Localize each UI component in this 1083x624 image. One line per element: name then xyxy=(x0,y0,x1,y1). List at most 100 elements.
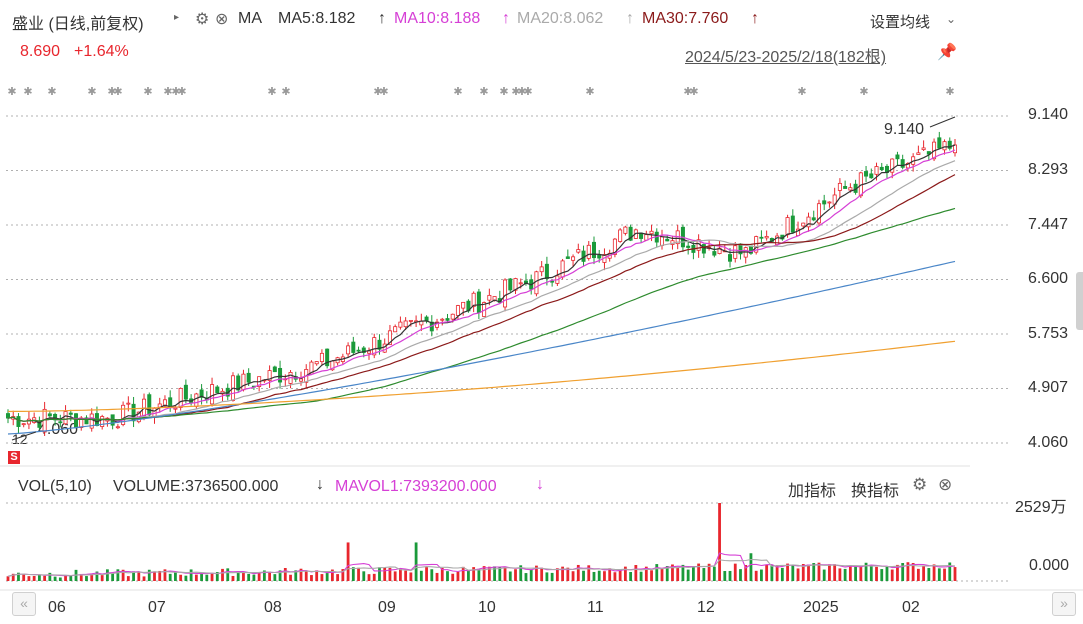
volume-bar xyxy=(613,572,617,581)
volume-bar xyxy=(100,575,104,581)
candle-body xyxy=(827,201,832,204)
volume-bar xyxy=(351,567,355,581)
volume-bar xyxy=(168,573,172,581)
candle-body xyxy=(162,399,167,407)
volume-bar xyxy=(775,565,779,581)
time-axis-label: 12 xyxy=(697,599,715,616)
candle-body xyxy=(811,217,816,221)
scroll-left-button[interactable]: « xyxy=(12,592,36,616)
volume-bar xyxy=(822,569,826,581)
volume-bar xyxy=(597,570,601,581)
volume-bar xyxy=(760,569,763,581)
volume-bar xyxy=(901,563,905,581)
event-marker-icon: ✱ xyxy=(453,85,462,98)
volume-bar xyxy=(854,565,857,581)
ma10-arrow: ↑ xyxy=(502,10,510,27)
event-marker-icon: ✱ xyxy=(479,85,488,98)
volume-bar xyxy=(179,574,183,581)
volume-bar xyxy=(163,569,167,581)
candle-body xyxy=(926,151,931,155)
candle-body xyxy=(947,140,952,149)
date-range[interactable]: 2024/5/23-2025/2/18(182根) xyxy=(685,49,887,66)
candle-body xyxy=(440,318,445,321)
candle-body xyxy=(325,348,330,367)
volume-bar xyxy=(372,573,376,581)
candle-body xyxy=(346,345,351,355)
volume-bar xyxy=(587,565,591,581)
price-axis-label: 4.907 xyxy=(1028,379,1069,396)
volume-bar xyxy=(566,567,570,581)
price-axis-label: 7.447 xyxy=(1028,216,1069,233)
volume-bar xyxy=(922,565,926,581)
volume-bar xyxy=(231,575,235,581)
close-icon[interactable]: ⊗ xyxy=(938,475,953,494)
ma-settings-button[interactable]: 设置均线 xyxy=(870,14,931,31)
candle-body xyxy=(843,186,848,189)
volume-bar xyxy=(472,567,476,581)
volume-bar xyxy=(137,571,141,581)
volume-bar xyxy=(147,569,151,581)
scroll-right-button[interactable]: » xyxy=(1052,592,1076,616)
candle-body xyxy=(560,260,565,278)
side-panel-handle[interactable] xyxy=(1076,272,1083,330)
price-axis-label: 9.140 xyxy=(1028,106,1069,123)
expand-triangle-icon[interactable]: ▸ xyxy=(174,12,180,23)
volume-bar xyxy=(289,574,292,581)
candle-body xyxy=(790,215,795,233)
candle-body xyxy=(864,171,869,177)
volume-bar xyxy=(875,566,878,581)
candle-body xyxy=(665,238,670,242)
event-marker-icon: ✱ xyxy=(87,85,96,98)
ma5-arrow: ↑ xyxy=(378,10,386,27)
volume-bar xyxy=(184,575,188,581)
time-scroll-track[interactable] xyxy=(40,593,1050,623)
add-indicator-button[interactable]: 加指标 xyxy=(788,483,837,500)
volume-bar xyxy=(623,566,627,581)
volume-bar xyxy=(953,567,957,581)
volume-bar xyxy=(419,570,423,581)
volume-bar xyxy=(388,567,392,581)
candle-body xyxy=(403,320,408,328)
volume-bar xyxy=(911,563,915,581)
vol-label: VOL(5,10) xyxy=(18,478,92,495)
volume-bar xyxy=(451,573,455,581)
volume-bar xyxy=(106,569,109,581)
candle-body xyxy=(455,305,460,316)
volume-bar xyxy=(43,575,47,581)
candle-body xyxy=(628,226,633,241)
candle-body xyxy=(89,413,94,429)
volume-bar xyxy=(153,571,156,581)
candle-body xyxy=(367,350,372,354)
ma30-value: MA30:7.760 xyxy=(642,10,729,27)
chevron-down-icon[interactable]: ⌄ xyxy=(946,12,957,26)
volume-bar xyxy=(770,564,774,581)
candle-body xyxy=(84,417,89,425)
gear-icon[interactable]: ⚙ xyxy=(912,475,928,494)
volume-bar xyxy=(603,571,606,581)
mavol-arrow: ↓ xyxy=(536,476,544,493)
sell-badge[interactable]: S xyxy=(8,451,20,464)
volume-bar xyxy=(812,563,816,581)
candle-body xyxy=(450,313,455,320)
switch-indicator-button[interactable]: 换指标 xyxy=(851,483,900,500)
volume-bar xyxy=(320,574,324,581)
candle-body xyxy=(382,343,387,353)
candle-body xyxy=(895,154,900,160)
volume-bar xyxy=(833,564,837,581)
volume-bar xyxy=(660,568,664,581)
stock-title[interactable]: 盛业 (日线,前复权) xyxy=(12,16,144,33)
volume-bar xyxy=(37,574,41,581)
candle-body xyxy=(937,137,942,149)
candle-body xyxy=(701,244,706,254)
candle-body xyxy=(393,326,398,333)
pin-icon[interactable]: 📌 xyxy=(937,44,957,61)
volume-bar xyxy=(634,565,638,581)
volume-bar xyxy=(53,576,57,581)
candle-body xyxy=(712,251,717,256)
gear-icon[interactable]: ⚙ xyxy=(195,11,210,28)
close-icon[interactable]: ⊗ xyxy=(215,11,229,28)
candle-body xyxy=(74,413,79,428)
change-percent: +1.64% xyxy=(74,43,129,60)
candle-body xyxy=(183,384,188,400)
